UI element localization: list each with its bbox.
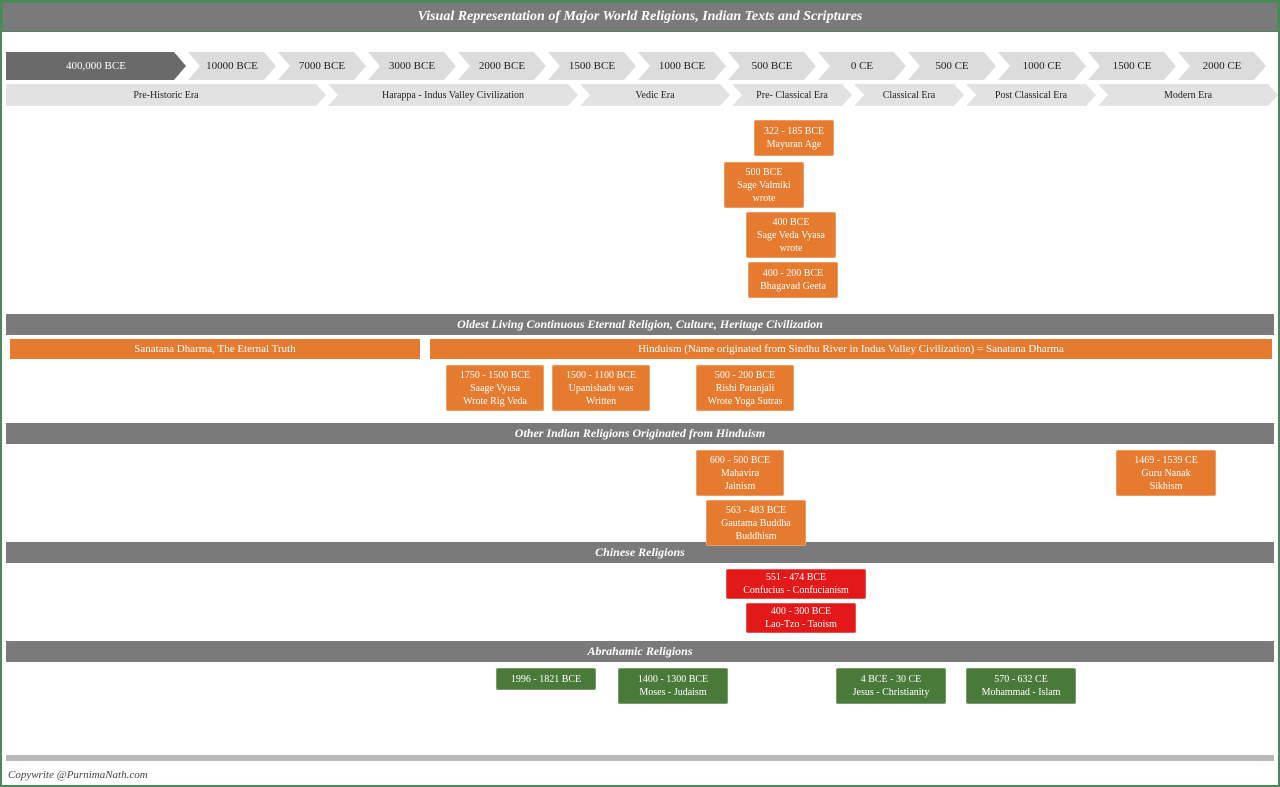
era-item: Classical Era bbox=[854, 84, 964, 106]
event-box: 1996 - 1821 BCE bbox=[496, 668, 596, 690]
timeline-dates: 400,000 BCE10000 BCE7000 BCE3000 BCE2000… bbox=[6, 52, 1274, 80]
timeline-date: 500 CE bbox=[908, 52, 996, 80]
event-box: 1400 - 1300 BCEMoses - Judaism bbox=[618, 668, 728, 704]
event-box: 400 - 300 BCELao-Tzo - Taoism bbox=[746, 603, 856, 633]
events-mid-area: 1750 - 1500 BCESaage VyasaWrote Rig Veda… bbox=[6, 363, 1274, 419]
event-box: 400 BCESage Veda Vyasawrote bbox=[746, 212, 836, 258]
event-box: 570 - 632 CEMohammad - Islam bbox=[966, 668, 1076, 704]
era-item: Vedic Era bbox=[580, 84, 730, 106]
timeline-date: 2000 CE bbox=[1178, 52, 1266, 80]
footer-credit: Copywrite @PurnimaNath.com bbox=[8, 769, 148, 781]
event-box: 1500 - 1100 BCEUpanishads wasWritten bbox=[552, 365, 650, 411]
events-abrahamic-area: 1996 - 1821 BCE 1400 - 1300 BCEMoses - Ju… bbox=[6, 666, 1274, 718]
events-other-area: 600 - 500 BCEMahaviraJainism563 - 483 BC… bbox=[6, 448, 1274, 538]
timeline-date: 1500 BCE bbox=[548, 52, 636, 80]
event-box: 563 - 483 BCEGautama BuddhaBuddhism bbox=[706, 500, 806, 546]
timeline-date: 500 BCE bbox=[728, 52, 816, 80]
timeline-date: 1500 CE bbox=[1088, 52, 1176, 80]
bars-dharma: Sanatana Dharma, The Eternal Truth Hindui… bbox=[6, 339, 1274, 361]
era-item: Modern Era bbox=[1098, 84, 1278, 106]
event-box: 1469 - 1539 CEGuru NanakSikhism bbox=[1116, 450, 1216, 496]
timeline-date: 2000 BCE bbox=[458, 52, 546, 80]
event-box: 500 - 200 BCERishi PatanjaliWrote Yoga S… bbox=[696, 365, 794, 411]
event-box: 4 BCE - 30 CEJesus - Christianity bbox=[836, 668, 946, 704]
era-item: Pre-Historic Era bbox=[6, 84, 326, 106]
footer-line bbox=[6, 755, 1274, 761]
timeline-date: 1000 BCE bbox=[638, 52, 726, 80]
section-abrahamic: Abrahamic Religions bbox=[6, 641, 1274, 662]
timeline-date: 400,000 BCE bbox=[6, 52, 186, 80]
section-other: Other Indian Religions Originated from H… bbox=[6, 423, 1274, 444]
timeline-date: 1000 CE bbox=[998, 52, 1086, 80]
era-item: Harappa - Indus Valley Civilization bbox=[328, 84, 578, 106]
event-box: 400 - 200 BCEBhagavad Geeta bbox=[748, 262, 838, 298]
event-box: 551 - 474 BCEConfucius - Confucianism bbox=[726, 569, 866, 599]
page-title: Visual Representation of Major World Rel… bbox=[2, 2, 1278, 32]
events-top-area: 322 - 185 BCEMayuran Age 500 BCESage Valm… bbox=[6, 110, 1274, 310]
dharma-bar: Sanatana Dharma, The Eternal Truth bbox=[10, 339, 420, 359]
timeline-date: 10000 BCE bbox=[188, 52, 276, 80]
section-chinese: Chinese Religions bbox=[6, 542, 1274, 563]
title-text: Visual Representation of Major World Rel… bbox=[418, 9, 863, 24]
timeline-date: 0 CE bbox=[818, 52, 906, 80]
event-box: 1750 - 1500 BCESaage VyasaWrote Rig Veda bbox=[446, 365, 544, 411]
timeline-date: 7000 BCE bbox=[278, 52, 366, 80]
timeline-eras: Pre-Historic EraHarappa - Indus Valley C… bbox=[6, 84, 1274, 106]
event-box: 500 BCESage Valmikiwrote bbox=[724, 162, 804, 208]
event-box: 600 - 500 BCEMahaviraJainism bbox=[696, 450, 784, 496]
section-oldest: Oldest Living Continuous Eternal Religio… bbox=[6, 314, 1274, 335]
dharma-bar: Hinduism (Name originated from Sindhu Ri… bbox=[430, 339, 1272, 359]
events-chinese-area: 551 - 474 BCEConfucius - Confucianism 400… bbox=[6, 567, 1274, 637]
event-box: 322 - 185 BCEMayuran Age bbox=[754, 120, 834, 156]
era-item: Pre- Classical Era bbox=[732, 84, 852, 106]
timeline-date: 3000 BCE bbox=[368, 52, 456, 80]
era-item: Post Classical Era bbox=[966, 84, 1096, 106]
